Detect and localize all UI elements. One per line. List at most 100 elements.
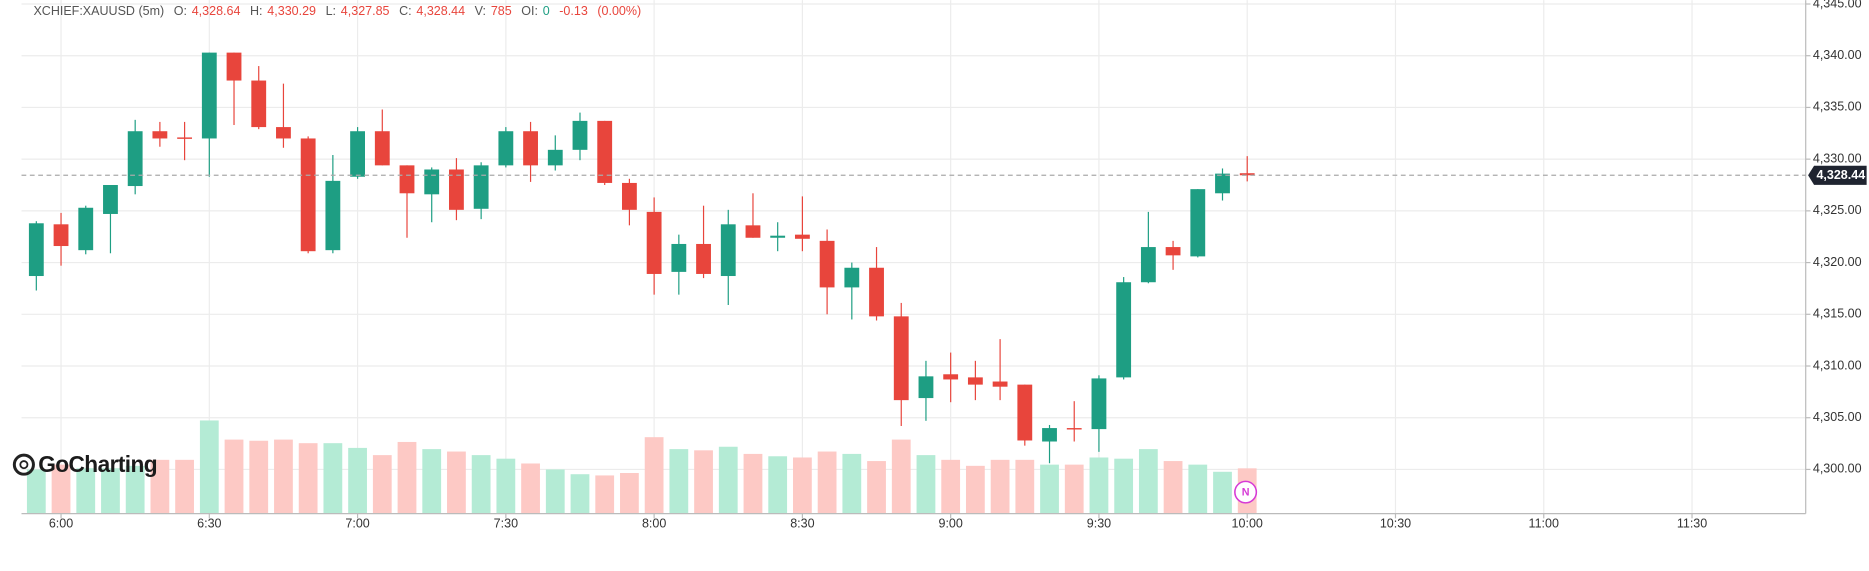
candle-body [498,131,514,166]
candle-body [1215,173,1230,194]
field-key: V: [475,4,486,18]
x-tick-label: 10:00 [1232,517,1263,531]
candle-body [152,131,168,139]
volume-bar [817,451,837,514]
axes: 4,300.00 4,305.00 4,310.00 4,315.00 4,320.00… [21,0,1867,531]
field-key: OI: [521,4,538,18]
candle-body [276,127,291,139]
candle-body [1091,378,1107,430]
candle-body [943,374,959,380]
volume-bar [447,451,466,514]
volume-bar [471,455,491,514]
candle-body [1066,428,1082,430]
volume-bar [1138,449,1158,514]
candle-body [374,131,390,166]
volume-bar [1015,459,1035,514]
y-tick-label: 4,325.00 [1813,203,1862,217]
volume-bar [51,464,71,514]
logo-icon [12,453,35,476]
candle-body [671,243,687,272]
logo-icon [19,460,29,470]
candle-body [424,169,440,195]
volume-bar [1114,458,1134,514]
x-tick-label: 11:30 [1677,517,1707,531]
field-value: 4,330.29 [267,4,316,18]
volume-bar [867,461,886,514]
last-price-tag-bg [1808,165,1867,185]
field-key: C: [399,4,412,18]
candle-body [918,376,934,399]
candle-body [201,52,217,139]
candle-body [547,149,563,166]
field-key: L: [326,4,336,18]
volume-bar [274,439,293,514]
candle-body [350,131,365,177]
x-tick-label: 7:30 [494,517,518,531]
candle-body [78,207,94,251]
news-marker[interactable]: N [1234,480,1258,504]
ohlc-header: XCHIEF:XAUUSD (5m) O: 4,328.64 H: 4,330.29 L:… [33,4,641,18]
volume-bar [199,420,219,514]
x-tick-label: 10:30 [1380,517,1411,531]
volume-bar [570,474,590,514]
volume-bar [595,475,615,514]
candle-body [1017,384,1033,441]
candle-body [523,131,538,166]
change: -0.13 [559,4,588,18]
volume-bar [545,469,565,514]
y-tick-label: 4,345.00 [1813,0,1862,10]
candle-body [844,267,860,288]
volume-bar [496,458,516,514]
candle-layer [28,52,1255,464]
volume-bar [397,441,417,514]
last-price-tag: 4,328.44 [1816,168,1865,182]
field-key: O: [174,4,187,18]
volume-bar [965,465,985,514]
volume-bar [891,439,911,514]
volume-bar [718,446,738,514]
candle-body [251,80,267,128]
candle-body [226,52,242,81]
x-tick-label: 6:00 [49,517,73,531]
field-value: 785 [491,4,512,18]
volume-bar [76,468,96,514]
candle-body [967,377,983,385]
y-tick-label: 4,320.00 [1813,255,1862,269]
y-tick-label: 4,335.00 [1813,100,1862,114]
candle-body [473,165,489,209]
volume-bar [793,457,812,514]
volume-bar [249,440,269,514]
candle-body [1190,189,1206,257]
volume-bar [422,449,442,514]
grid [21,0,1806,514]
candle-body [1140,247,1156,283]
x-tick-label: 8:30 [790,517,814,531]
volume-layer [26,420,1257,514]
volume-bar [768,456,788,514]
candle-body [621,182,637,210]
volume-bar [842,453,862,514]
volume-bar [101,468,120,514]
volume-bar [694,450,713,514]
marker-label[interactable]: N [1242,487,1250,499]
volume-bar [1089,457,1109,514]
volume-bar [1188,464,1208,514]
y-tick-label: 4,300.00 [1813,462,1862,476]
candle-body [300,138,316,252]
candle-body [893,316,909,401]
y-tick-label: 4,330.00 [1813,151,1862,165]
volume-bar [323,443,343,514]
volume-bar [916,455,936,514]
volume-bar [644,437,664,514]
marker-circle[interactable] [1234,480,1258,504]
candle-body [1116,282,1132,378]
volume-bar [348,447,367,514]
candle-body [869,267,884,317]
x-tick-label: 9:30 [1087,517,1111,531]
volume-bar [743,453,763,514]
y-tick-label: 4,305.00 [1813,410,1862,424]
volume-bar [620,472,639,514]
volume-bar [125,465,145,514]
